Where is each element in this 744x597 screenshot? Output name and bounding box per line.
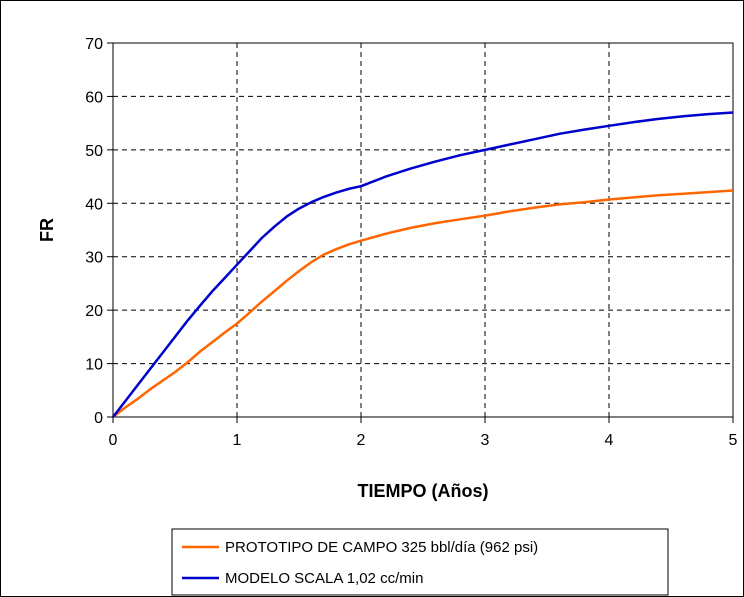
y-tick-label-40: 40	[85, 196, 103, 213]
y-tick-label-20: 20	[85, 303, 103, 320]
tick-labels: 0 10 20 30 40 50 60 70 0 1 2 3 4 5	[85, 36, 737, 449]
x-tick-label-2: 2	[357, 432, 366, 449]
series-line-prototipo	[112, 189, 734, 418]
series-line-modelo	[112, 111, 734, 418]
plot-area-border	[112, 42, 734, 418]
legend-label-prototipo: PROTOTIPO DE CAMPO 325 bbl/día (962 psi)	[225, 539, 538, 556]
legend: PROTOTIPO DE CAMPO 325 bbl/día (962 psi)…	[171, 528, 669, 596]
series-layer	[112, 111, 734, 418]
legend-label-modelo: MODELO SCALA 1,02 cc/min	[225, 570, 423, 587]
y-tick-label-10: 10	[85, 357, 103, 374]
y-tick-label-60: 60	[85, 89, 103, 106]
x-axis-title: TIEMPO (Años)	[358, 481, 489, 501]
legend-box	[171, 528, 669, 596]
x-tick-label-5: 5	[729, 432, 738, 449]
x-tick-label-3: 3	[481, 432, 490, 449]
y-tick-label-50: 50	[85, 143, 103, 160]
y-axis-title: FR	[37, 218, 57, 242]
x-tick-label-4: 4	[605, 432, 614, 449]
x-tick-label-1: 1	[233, 432, 242, 449]
y-tick-label-70: 70	[85, 36, 103, 53]
y-tick-label-0: 0	[94, 410, 103, 427]
grid-lines	[113, 43, 733, 417]
y-tick-label-30: 30	[85, 250, 103, 267]
x-tick-label-0: 0	[109, 432, 118, 449]
